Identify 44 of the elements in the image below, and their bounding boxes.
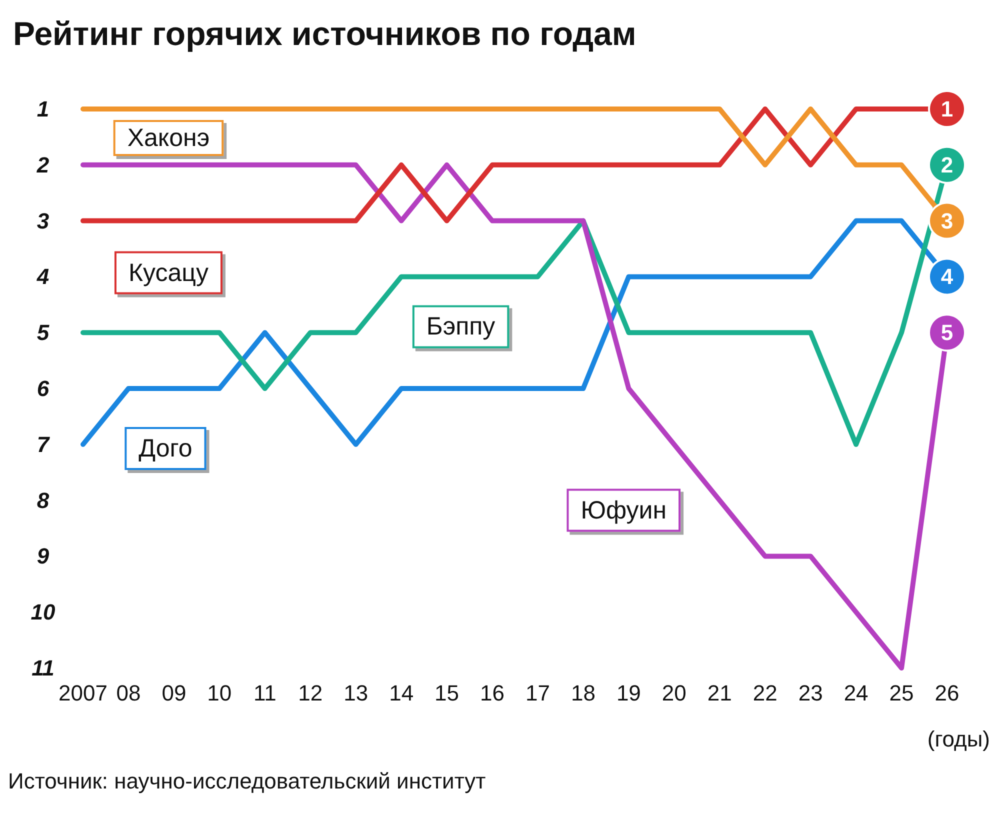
x-tick-label: 16 — [480, 680, 505, 706]
x-tick-label: 23 — [798, 680, 823, 706]
x-tick-label: 26 — [934, 680, 960, 706]
data-label: 4 — [940, 264, 954, 290]
y-tick-label: 3 — [36, 208, 50, 234]
data-label: 5 — [940, 320, 954, 346]
y-tick-label: 9 — [36, 544, 50, 569]
x-tick-label: 25 — [889, 680, 914, 706]
x-tick-label: 21 — [707, 680, 732, 706]
data-label: 2 — [940, 152, 954, 178]
y-tick-label: 1 — [36, 96, 50, 122]
x-tick-label: 20 — [662, 680, 686, 706]
text: Источник: научно-исследовательский институт — [8, 768, 486, 794]
x-tick-label: 08 — [116, 680, 141, 706]
chart-title: Рейтинг горячих источников по годам — [13, 15, 636, 52]
x-tick-label: 19 — [616, 680, 641, 706]
x-tick-label: 09 — [162, 680, 186, 706]
y-tick-label: 8 — [36, 488, 50, 513]
data-label: 1 — [940, 96, 954, 122]
x-tick-label: 17 — [525, 680, 550, 706]
x-tick-label: 12 — [298, 680, 323, 706]
y-tick-label: 2 — [36, 152, 50, 178]
y-tick-label: 4 — [36, 264, 50, 290]
y-tick-label: 6 — [36, 376, 50, 401]
series-label: Дого — [138, 434, 192, 462]
y-tick-label: 11 — [32, 656, 54, 680]
series-label: Кусацу — [128, 258, 209, 287]
series-label: Бэппу — [426, 312, 496, 341]
y-tick-label: 5 — [36, 320, 50, 346]
series-label: Хаконэ — [127, 124, 210, 152]
x-tick-label: 18 — [570, 680, 596, 706]
x-tick-label: 14 — [389, 680, 414, 706]
x-tick-label: 22 — [752, 680, 778, 706]
data-label: 3 — [940, 208, 954, 234]
x-axis-title: (годы) — [927, 726, 990, 752]
x-tick-label: 15 — [434, 680, 460, 706]
y-tick-label: 7 — [36, 432, 51, 457]
x-tick-label: 13 — [344, 680, 368, 706]
x-tick-label: 11 — [253, 680, 276, 706]
x-tick-label: 2007 — [58, 680, 108, 706]
x-tick-label: 10 — [207, 680, 232, 706]
series-label: Юфуин — [580, 496, 667, 524]
y-tick-label: 10 — [30, 600, 56, 625]
x-tick-label: 24 — [844, 680, 868, 706]
